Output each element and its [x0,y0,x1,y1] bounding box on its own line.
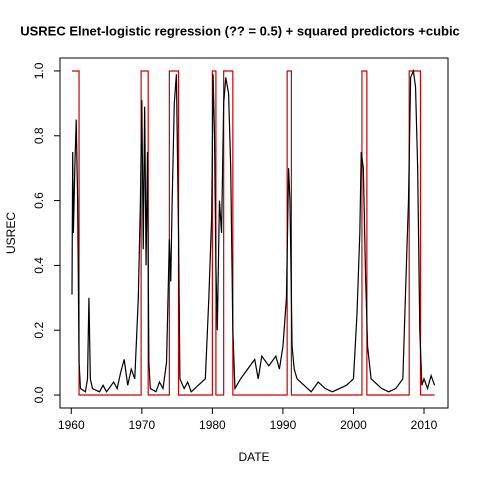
chart-title: USREC Elnet-logistic regression (?? = 0.… [20,23,460,38]
series-line [71,68,436,393]
y-tick-label: 0.4 [32,257,46,274]
x-axis-label: DATE [238,450,269,464]
plot-box [59,57,449,409]
y-tick-label: 0.0 [32,386,46,403]
x-tick-label: 1990 [270,418,297,432]
x-tick-label: 1970 [128,418,155,432]
y-tick-label: 0.2 [32,322,46,339]
y-tick-label: 0.8 [32,127,46,144]
y-axis-label: USREC [4,212,18,254]
x-tick-label: 1980 [199,418,226,432]
x-tick-label: 2000 [340,418,367,432]
y-tick-label: 1.0 [32,62,46,79]
x-tick-label: 1960 [58,418,85,432]
series-line [71,70,435,396]
x-tick-label: 2010 [411,418,438,432]
y-tick-label: 0.6 [32,192,46,209]
